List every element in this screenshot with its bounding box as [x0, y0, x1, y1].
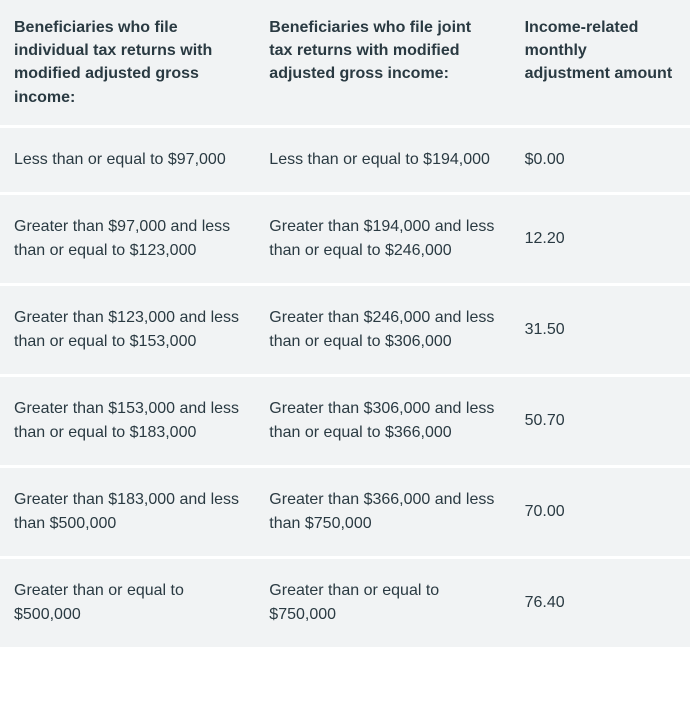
- table-row: Greater than $153,000 and less than or e…: [0, 375, 690, 466]
- cell-individual: Less than or equal to $97,000: [0, 126, 255, 193]
- table-row: Greater than $97,000 and less than or eq…: [0, 193, 690, 284]
- table-row: Greater than $183,000 and less than $500…: [0, 466, 690, 557]
- cell-individual: Greater than $97,000 and less than or eq…: [0, 193, 255, 284]
- income-adjustment-table: Beneficiaries who file individual tax re…: [0, 0, 690, 647]
- table-row: Less than or equal to $97,000 Less than …: [0, 126, 690, 193]
- cell-joint: Less than or equal to $194,000: [255, 126, 510, 193]
- cell-joint: Greater than $194,000 and less than or e…: [255, 193, 510, 284]
- table-row: Greater than or equal to $500,000 Greate…: [0, 557, 690, 647]
- cell-amount: $0.00: [511, 126, 690, 193]
- cell-individual: Greater than or equal to $500,000: [0, 557, 255, 647]
- cell-amount: 31.50: [511, 284, 690, 375]
- cell-joint: Greater than $246,000 and less than or e…: [255, 284, 510, 375]
- cell-amount: 12.20: [511, 193, 690, 284]
- cell-individual: Greater than $183,000 and less than $500…: [0, 466, 255, 557]
- col-header-joint: Beneficiaries who file joint tax returns…: [255, 0, 510, 126]
- table-header-row: Beneficiaries who file individual tax re…: [0, 0, 690, 126]
- col-header-individual: Beneficiaries who file individual tax re…: [0, 0, 255, 126]
- cell-amount: 70.00: [511, 466, 690, 557]
- col-header-amount: Income-related monthly adjustment amount: [511, 0, 690, 126]
- cell-joint: Greater than $306,000 and less than or e…: [255, 375, 510, 466]
- cell-joint: Greater than $366,000 and less than $750…: [255, 466, 510, 557]
- cell-individual: Greater than $153,000 and less than or e…: [0, 375, 255, 466]
- cell-amount: 50.70: [511, 375, 690, 466]
- cell-joint: Greater than or equal to $750,000: [255, 557, 510, 647]
- table-row: Greater than $123,000 and less than or e…: [0, 284, 690, 375]
- cell-amount: 76.40: [511, 557, 690, 647]
- cell-individual: Greater than $123,000 and less than or e…: [0, 284, 255, 375]
